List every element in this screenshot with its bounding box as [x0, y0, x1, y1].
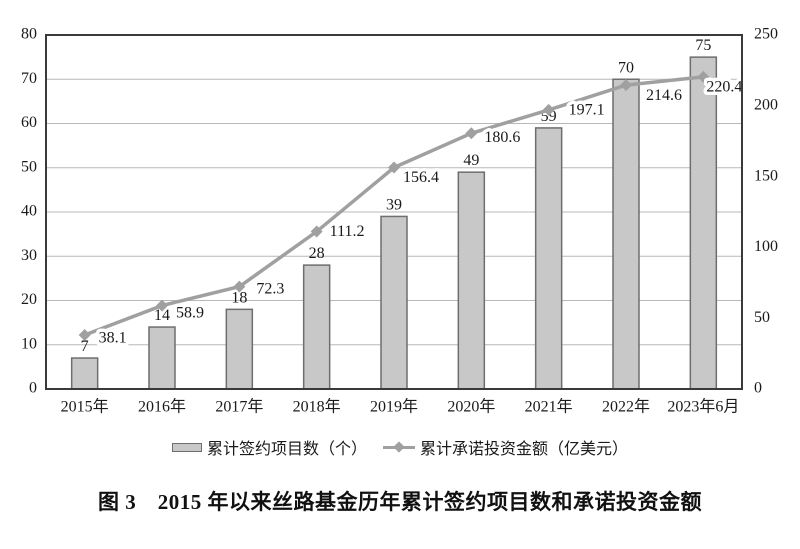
diamond-marker-icon	[78, 329, 91, 342]
right-axis-tick-label: 0	[754, 380, 762, 397]
left-axis-tick-label: 80	[21, 26, 37, 43]
diamond-marker-icon	[542, 103, 555, 116]
bar-value-label: 39	[386, 196, 402, 213]
bar-2019年	[380, 215, 408, 390]
x-axis-label-2018年: 2018年	[293, 398, 341, 416]
line-value-label: 111.2	[330, 223, 365, 240]
diamond-marker-icon	[697, 70, 710, 83]
bar-value-label: 49	[463, 152, 479, 169]
diamond-marker-icon	[233, 280, 246, 293]
y-axis-right: 0 50 100 150 200 250	[754, 26, 778, 397]
legend-item-investment: 累计承诺投资金额（亿美元）	[383, 435, 628, 459]
diamond-marker-icon	[310, 225, 323, 238]
left-axis-tick-label: 0	[29, 380, 37, 397]
legend-label-projects: 累计签约项目数（个）	[206, 441, 367, 458]
diamond-marker-icon	[620, 79, 632, 92]
diamond-marker-icon	[393, 441, 405, 453]
line-value-label: 72.3	[256, 280, 284, 297]
left-axis-tick-label: 30	[21, 247, 37, 264]
bar-2020年	[457, 171, 486, 390]
x-axis-label-2020年: 2020年	[447, 398, 495, 416]
bar-2018年	[302, 264, 331, 390]
y-axis-left: 0 10 20 30 40 50 60 70 80	[21, 26, 37, 397]
line-value-label: 220.4	[706, 79, 742, 96]
bar-value-label: 28	[309, 245, 325, 262]
legend-item-projects: 累计签约项目数（个）	[171, 435, 367, 459]
x-axis-label-2021年: 2021年	[525, 398, 573, 416]
x-axis-label-2022年: 2022年	[602, 398, 650, 416]
right-axis-tick-label: 150	[754, 167, 778, 184]
diamond-marker-icon	[388, 161, 400, 174]
legend-label-investment: 累计承诺投资金额（亿美元）	[420, 441, 629, 458]
x-axis-label-2016年: 2016年	[138, 398, 186, 416]
left-axis-tick-label: 40	[21, 203, 37, 220]
left-axis-tick-label: 60	[21, 114, 37, 131]
diamond-marker-icon	[156, 299, 168, 312]
line-diamond-swatch-icon	[383, 441, 415, 454]
line-value-label: 156.4	[403, 169, 439, 186]
chart-legend: 累计签约项目数（个） 累计承诺投资金额（亿美元）	[0, 435, 800, 459]
right-axis-tick-label: 50	[754, 309, 770, 326]
combo-chart: 7141828394959707538.158.972.3111.2156.41…	[21, 26, 778, 416]
line-value-label: 197.1	[569, 102, 605, 119]
bar-2022年	[612, 78, 640, 390]
bar-swatch-icon	[171, 442, 202, 452]
bar-2023年6月	[689, 56, 718, 390]
bar-value-label: 70	[618, 59, 634, 76]
bar-2021年	[534, 127, 563, 390]
line-value-label: 38.1	[99, 330, 127, 347]
line-series-investment: 38.1 58.9 72.3 111.2 156.4 180.6 197.1 214.6 220…	[78, 70, 746, 350]
right-axis-tick-label: 250	[754, 26, 778, 43]
line-value-label: 214.6	[646, 87, 682, 104]
x-axis-label-2015年: 2015年	[61, 398, 109, 416]
line-value-label: 180.6	[484, 129, 520, 146]
x-axis: 2015年 2016年 2017年 2018年 2019年 2020年 2021年 2022年…	[61, 398, 740, 416]
figure-caption: 图 3 2015 年以来丝路基金历年累计签约项目数和承诺投资金额	[98, 490, 702, 514]
x-axis-label-2017年: 2017年	[215, 398, 263, 416]
bar-value-label: 18	[231, 289, 247, 306]
plot-border	[45, 34, 743, 390]
bar-value-label: 75	[695, 37, 711, 54]
left-axis-tick-label: 70	[21, 70, 37, 87]
x-axis-label-2023年6月: 2023年6月	[667, 398, 739, 416]
diamond-marker-icon	[465, 127, 478, 140]
bar-2015年	[70, 357, 99, 390]
line-value-label: 58.9	[176, 304, 204, 321]
left-axis-tick-label: 50	[21, 158, 37, 175]
bar-value-label: 14	[154, 307, 170, 324]
bar-2017年	[225, 308, 254, 390]
right-axis-tick-label: 200	[754, 96, 778, 113]
left-axis-tick-label: 20	[21, 291, 37, 308]
bar-value-label: 7	[81, 338, 89, 355]
x-axis-label-2019年: 2019年	[370, 398, 418, 416]
right-axis-tick-label: 100	[754, 238, 778, 255]
bar-2016年	[148, 326, 176, 390]
left-axis-tick-label: 10	[21, 335, 37, 352]
